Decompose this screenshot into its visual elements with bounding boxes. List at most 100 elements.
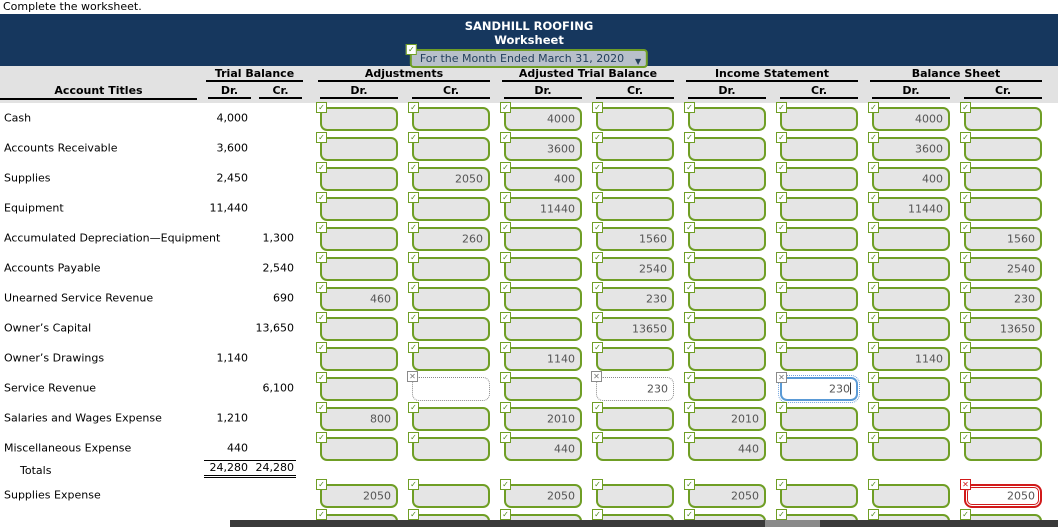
amount-input[interactable]: ✓: [776, 432, 858, 461]
amount-input[interactable]: ✓: [776, 479, 858, 508]
amount-input[interactable]: 2540 ✓: [960, 252, 1042, 281]
amount-input[interactable]: ✓: [684, 282, 766, 311]
amount-input[interactable]: ✓: [960, 342, 1042, 371]
amount-input[interactable]: ✓: [684, 132, 766, 161]
amount-input[interactable]: ✓: [684, 192, 766, 221]
amount-input[interactable]: ✓: [408, 479, 490, 508]
amount-input[interactable]: ✓: [316, 252, 398, 281]
amount-input[interactable]: ✓: [684, 342, 766, 371]
amount-input[interactable]: ✓: [408, 102, 490, 131]
amount-input[interactable]: ✓: [684, 372, 766, 401]
amount-input[interactable]: ✓: [316, 222, 398, 251]
amount-input[interactable]: ✕: [407, 371, 490, 401]
amount-input[interactable]: ✓: [776, 102, 858, 131]
amount-input[interactable]: ✓: [684, 162, 766, 191]
amount-input[interactable]: 460 ✓: [316, 282, 398, 311]
amount-input[interactable]: ✓: [316, 192, 398, 221]
scrollbar-thumb[interactable]: [765, 520, 820, 527]
amount-input[interactable]: 2010 ✓: [684, 402, 766, 431]
amount-input[interactable]: 3600 ✓: [500, 132, 582, 161]
amount-input[interactable]: ✓: [868, 312, 950, 341]
amount-input[interactable]: 800 ✓: [316, 402, 398, 431]
amount-input[interactable]: ✓: [592, 102, 674, 131]
period-select[interactable]: For the Month Ended March 31, 2020 ▼ ✓: [405, 44, 649, 68]
amount-input[interactable]: 4000 ✓: [500, 102, 582, 131]
amount-input[interactable]: ✓: [592, 162, 674, 191]
amount-input[interactable]: ✓: [408, 282, 490, 311]
amount-input[interactable]: 13650 ✓: [592, 312, 674, 341]
amount-input[interactable]: ✓: [684, 312, 766, 341]
amount-input[interactable]: ✓: [408, 402, 490, 431]
amount-input[interactable]: ✓: [500, 252, 582, 281]
amount-input[interactable]: 3600 ✓: [868, 132, 950, 161]
amount-input[interactable]: 4000 ✓: [868, 102, 950, 131]
amount-input[interactable]: ✓: [776, 282, 858, 311]
amount-input[interactable]: ✓: [776, 312, 858, 341]
amount-input[interactable]: ✓: [868, 222, 950, 251]
amount-input[interactable]: 1560 ✓: [960, 222, 1042, 251]
amount-input[interactable]: 13650 ✓: [960, 312, 1042, 341]
amount-input[interactable]: ✓: [500, 372, 582, 401]
amount-input[interactable]: ✓: [868, 282, 950, 311]
amount-input[interactable]: ✓: [408, 252, 490, 281]
amount-input[interactable]: ✓: [592, 432, 674, 461]
amount-input[interactable]: 1140 ✓: [868, 342, 950, 371]
amount-input[interactable]: ✓: [868, 402, 950, 431]
amount-input[interactable]: 11440 ✓: [500, 192, 582, 221]
amount-input[interactable]: 2540 ✓: [592, 252, 674, 281]
amount-input[interactable]: ✓: [960, 402, 1042, 431]
amount-input[interactable]: ✓: [408, 192, 490, 221]
amount-input[interactable]: 2050 ✓: [408, 162, 490, 191]
amount-input[interactable]: ✓: [960, 102, 1042, 131]
amount-input[interactable]: ✓: [408, 312, 490, 341]
amount-input[interactable]: ✓: [776, 162, 858, 191]
amount-input[interactable]: ✓: [960, 372, 1042, 401]
amount-input[interactable]: 260 ✓: [408, 222, 490, 251]
amount-input[interactable]: ✓: [776, 222, 858, 251]
amount-input[interactable]: 230 ✓: [592, 282, 674, 311]
amount-input[interactable]: 2050 ✕: [960, 479, 1042, 508]
amount-input[interactable]: ✓: [316, 312, 398, 341]
amount-input[interactable]: ✓: [316, 372, 398, 401]
amount-input[interactable]: ✓: [408, 432, 490, 461]
amount-input[interactable]: 2050 ✓: [500, 479, 582, 508]
amount-input[interactable]: ✓: [500, 282, 582, 311]
amount-input[interactable]: 2050 ✓: [684, 479, 766, 508]
amount-input[interactable]: ✓: [776, 192, 858, 221]
amount-input[interactable]: ✓: [868, 432, 950, 461]
amount-input[interactable]: 230 ✕: [591, 371, 674, 401]
amount-input[interactable]: ✓: [592, 192, 674, 221]
amount-input[interactable]: ✓: [960, 432, 1042, 461]
horizontal-scrollbar[interactable]: [230, 520, 1058, 527]
amount-input[interactable]: ✓: [592, 342, 674, 371]
amount-input[interactable]: ✓: [868, 252, 950, 281]
amount-input[interactable]: ✓: [960, 192, 1042, 221]
amount-input[interactable]: 440 ✓: [684, 432, 766, 461]
amount-input[interactable]: ✓: [592, 402, 674, 431]
amount-input[interactable]: 2050 ✓: [316, 479, 398, 508]
amount-input[interactable]: ✓: [776, 342, 858, 371]
amount-input[interactable]: ✓: [684, 222, 766, 251]
amount-input[interactable]: 230 ✓: [960, 282, 1042, 311]
amount-input[interactable]: ✓: [500, 222, 582, 251]
amount-input[interactable]: 2010 ✓: [500, 402, 582, 431]
amount-input[interactable]: 400 ✓: [868, 162, 950, 191]
amount-input[interactable]: ✓: [408, 132, 490, 161]
amount-input[interactable]: 11440 ✓: [868, 192, 950, 221]
amount-input[interactable]: ✓: [316, 102, 398, 131]
amount-input[interactable]: ✓: [316, 132, 398, 161]
amount-input[interactable]: ✓: [868, 372, 950, 401]
amount-input[interactable]: ✓: [960, 162, 1042, 191]
amount-input[interactable]: ✓: [592, 479, 674, 508]
amount-input[interactable]: ✓: [776, 132, 858, 161]
amount-input[interactable]: ✓: [868, 479, 950, 508]
amount-input[interactable]: ✓: [500, 312, 582, 341]
amount-input[interactable]: ✓: [684, 252, 766, 281]
amount-input[interactable]: 1560 ✓: [592, 222, 674, 251]
amount-input[interactable]: ✓: [776, 402, 858, 431]
amount-input[interactable]: ✓: [592, 132, 674, 161]
amount-input[interactable]: ✓: [960, 132, 1042, 161]
amount-input[interactable]: ✓: [408, 342, 490, 371]
amount-input[interactable]: ✓: [684, 102, 766, 131]
amount-input[interactable]: ✓: [316, 342, 398, 371]
